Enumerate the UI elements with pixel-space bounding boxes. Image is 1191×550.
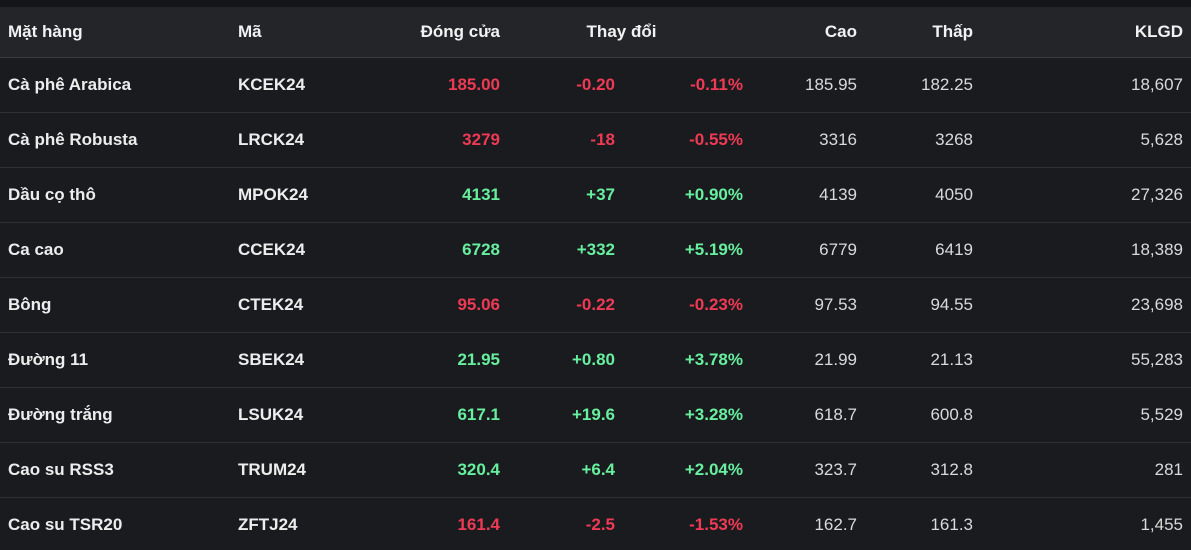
contract-code: CTEK24 <box>230 277 385 333</box>
change-percent: -0.11% <box>615 57 743 113</box>
change-percent: +2.04% <box>615 442 743 498</box>
low-price: 312.8 <box>857 442 973 498</box>
table-row[interactable]: Cao su RSS3 TRUM24 320.4 +6.4 +2.04% 323… <box>0 442 1191 498</box>
col-header-close[interactable]: Đóng cửa <box>385 7 500 58</box>
close-price: 21.95 <box>385 332 500 388</box>
change-percent: -0.23% <box>615 277 743 333</box>
table-row[interactable]: Cao su TSR20 ZFTJ24 161.4 -2.5 -1.53% 16… <box>0 497 1191 550</box>
volume: 27,326 <box>973 167 1191 223</box>
high-price: 618.7 <box>743 387 857 443</box>
high-price: 3316 <box>743 112 857 168</box>
high-price: 185.95 <box>743 57 857 113</box>
top-strip <box>0 0 1191 7</box>
volume: 55,283 <box>973 332 1191 388</box>
change-value: -2.5 <box>500 497 615 550</box>
col-header-high[interactable]: Cao <box>743 7 857 58</box>
close-price: 320.4 <box>385 442 500 498</box>
table-row[interactable]: Cà phê Robusta LRCK24 3279 -18 -0.55% 33… <box>0 112 1191 168</box>
close-price: 3279 <box>385 112 500 168</box>
commodity-name: Cà phê Robusta <box>0 112 230 168</box>
change-value: -18 <box>500 112 615 168</box>
table-row[interactable]: Dầu cọ thô MPOK24 4131 +37 +0.90% 4139 4… <box>0 167 1191 223</box>
change-percent: -0.55% <box>615 112 743 168</box>
change-percent: +3.28% <box>615 387 743 443</box>
change-value: +19.6 <box>500 387 615 443</box>
close-price: 95.06 <box>385 277 500 333</box>
high-price: 6779 <box>743 222 857 278</box>
contract-code: ZFTJ24 <box>230 497 385 550</box>
table-row[interactable]: Đường trắng LSUK24 617.1 +19.6 +3.28% 61… <box>0 387 1191 443</box>
col-header-volume[interactable]: KLGD <box>973 7 1191 58</box>
change-value: +6.4 <box>500 442 615 498</box>
low-price: 3268 <box>857 112 973 168</box>
quotes-table: Mặt hàng Mã Đóng cửa Thay đổi Cao Thấp K… <box>0 7 1191 550</box>
commodity-name: Ca cao <box>0 222 230 278</box>
commodity-name: Cao su TSR20 <box>0 497 230 550</box>
table-row[interactable]: Bông CTEK24 95.06 -0.22 -0.23% 97.53 94.… <box>0 277 1191 333</box>
header-row: Mặt hàng Mã Đóng cửa Thay đổi Cao Thấp K… <box>0 7 1191 58</box>
volume: 18,389 <box>973 222 1191 278</box>
change-value: +37 <box>500 167 615 223</box>
change-value: +0.80 <box>500 332 615 388</box>
high-price: 97.53 <box>743 277 857 333</box>
change-value: -0.22 <box>500 277 615 333</box>
change-value: -0.20 <box>500 57 615 113</box>
commodity-name: Bông <box>0 277 230 333</box>
change-percent: +0.90% <box>615 167 743 223</box>
contract-code: SBEK24 <box>230 332 385 388</box>
change-percent: +3.78% <box>615 332 743 388</box>
close-price: 161.4 <box>385 497 500 550</box>
close-price: 4131 <box>385 167 500 223</box>
volume: 23,698 <box>973 277 1191 333</box>
volume: 18,607 <box>973 57 1191 113</box>
contract-code: LRCK24 <box>230 112 385 168</box>
high-price: 4139 <box>743 167 857 223</box>
commodity-name: Đường trắng <box>0 387 230 443</box>
change-percent: -1.53% <box>615 497 743 550</box>
high-price: 21.99 <box>743 332 857 388</box>
low-price: 94.55 <box>857 277 973 333</box>
low-price: 6419 <box>857 222 973 278</box>
col-header-commodity[interactable]: Mặt hàng <box>0 7 230 58</box>
col-header-change[interactable]: Thay đổi <box>500 7 743 58</box>
low-price: 21.13 <box>857 332 973 388</box>
table-row[interactable]: Đường 11 SBEK24 21.95 +0.80 +3.78% 21.99… <box>0 332 1191 388</box>
contract-code: CCEK24 <box>230 222 385 278</box>
table-row[interactable]: Cà phê Arabica KCEK24 185.00 -0.20 -0.11… <box>0 57 1191 113</box>
close-price: 185.00 <box>385 57 500 113</box>
high-price: 323.7 <box>743 442 857 498</box>
contract-code: TRUM24 <box>230 442 385 498</box>
close-price: 617.1 <box>385 387 500 443</box>
change-percent: +5.19% <box>615 222 743 278</box>
volume: 5,529 <box>973 387 1191 443</box>
low-price: 161.3 <box>857 497 973 550</box>
contract-code: KCEK24 <box>230 57 385 113</box>
low-price: 182.25 <box>857 57 973 113</box>
table-row[interactable]: Ca cao CCEK24 6728 +332 +5.19% 6779 6419… <box>0 222 1191 278</box>
volume: 1,455 <box>973 497 1191 550</box>
col-header-low[interactable]: Thấp <box>857 7 973 58</box>
contract-code: LSUK24 <box>230 387 385 443</box>
volume: 281 <box>973 442 1191 498</box>
low-price: 600.8 <box>857 387 973 443</box>
col-header-code[interactable]: Mã <box>230 7 385 58</box>
commodity-name: Cà phê Arabica <box>0 57 230 113</box>
commodity-name: Đường 11 <box>0 332 230 388</box>
commodity-name: Cao su RSS3 <box>0 442 230 498</box>
high-price: 162.7 <box>743 497 857 550</box>
change-value: +332 <box>500 222 615 278</box>
commodity-name: Dầu cọ thô <box>0 167 230 223</box>
close-price: 6728 <box>385 222 500 278</box>
low-price: 4050 <box>857 167 973 223</box>
contract-code: MPOK24 <box>230 167 385 223</box>
volume: 5,628 <box>973 112 1191 168</box>
